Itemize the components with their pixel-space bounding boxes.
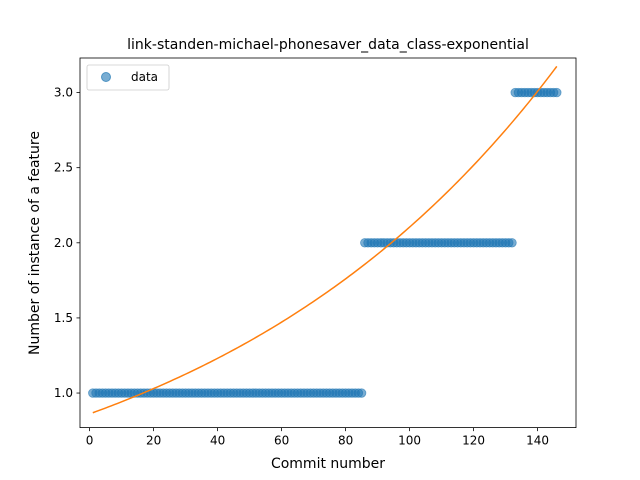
x-tick-label: 140 bbox=[526, 434, 549, 448]
x-tick-label: 20 bbox=[146, 434, 161, 448]
x-tick-label: 80 bbox=[338, 434, 353, 448]
scatter-series-data bbox=[88, 87, 562, 398]
legend-box bbox=[86, 64, 170, 91]
x-tick-label: 40 bbox=[210, 434, 225, 448]
legend: data bbox=[86, 64, 170, 91]
data-point bbox=[552, 87, 562, 98]
y-tick-label: 1.5 bbox=[54, 311, 73, 325]
y-axis-label: Number of instance of a feature bbox=[27, 131, 43, 355]
y-tick-label: 1.0 bbox=[54, 386, 73, 400]
x-tick-label: 100 bbox=[398, 434, 421, 448]
x-axis-ticks: 0 20 40 60 80 100 120 140 bbox=[86, 427, 549, 448]
data-point bbox=[507, 238, 517, 248]
x-tick-label: 120 bbox=[462, 434, 485, 448]
fit-line bbox=[92, 65, 558, 414]
y-tick-label: 2.0 bbox=[54, 236, 73, 250]
legend-marker-data bbox=[101, 72, 111, 82]
x-tick-label: 60 bbox=[274, 434, 289, 448]
x-tick-label: 0 bbox=[86, 434, 94, 448]
y-axis-ticks: 1.0 1.5 2.0 2.5 3.0 bbox=[54, 86, 80, 400]
y-tick-label: 2.5 bbox=[54, 161, 73, 175]
data-point bbox=[356, 388, 367, 398]
y-tick-label: 3.0 bbox=[54, 86, 73, 100]
legend-label-data: data bbox=[131, 70, 158, 84]
chart-title: link-standen-michael-phonesaver_data_cla… bbox=[127, 37, 529, 53]
x-axis-label: Commit number bbox=[271, 456, 385, 472]
